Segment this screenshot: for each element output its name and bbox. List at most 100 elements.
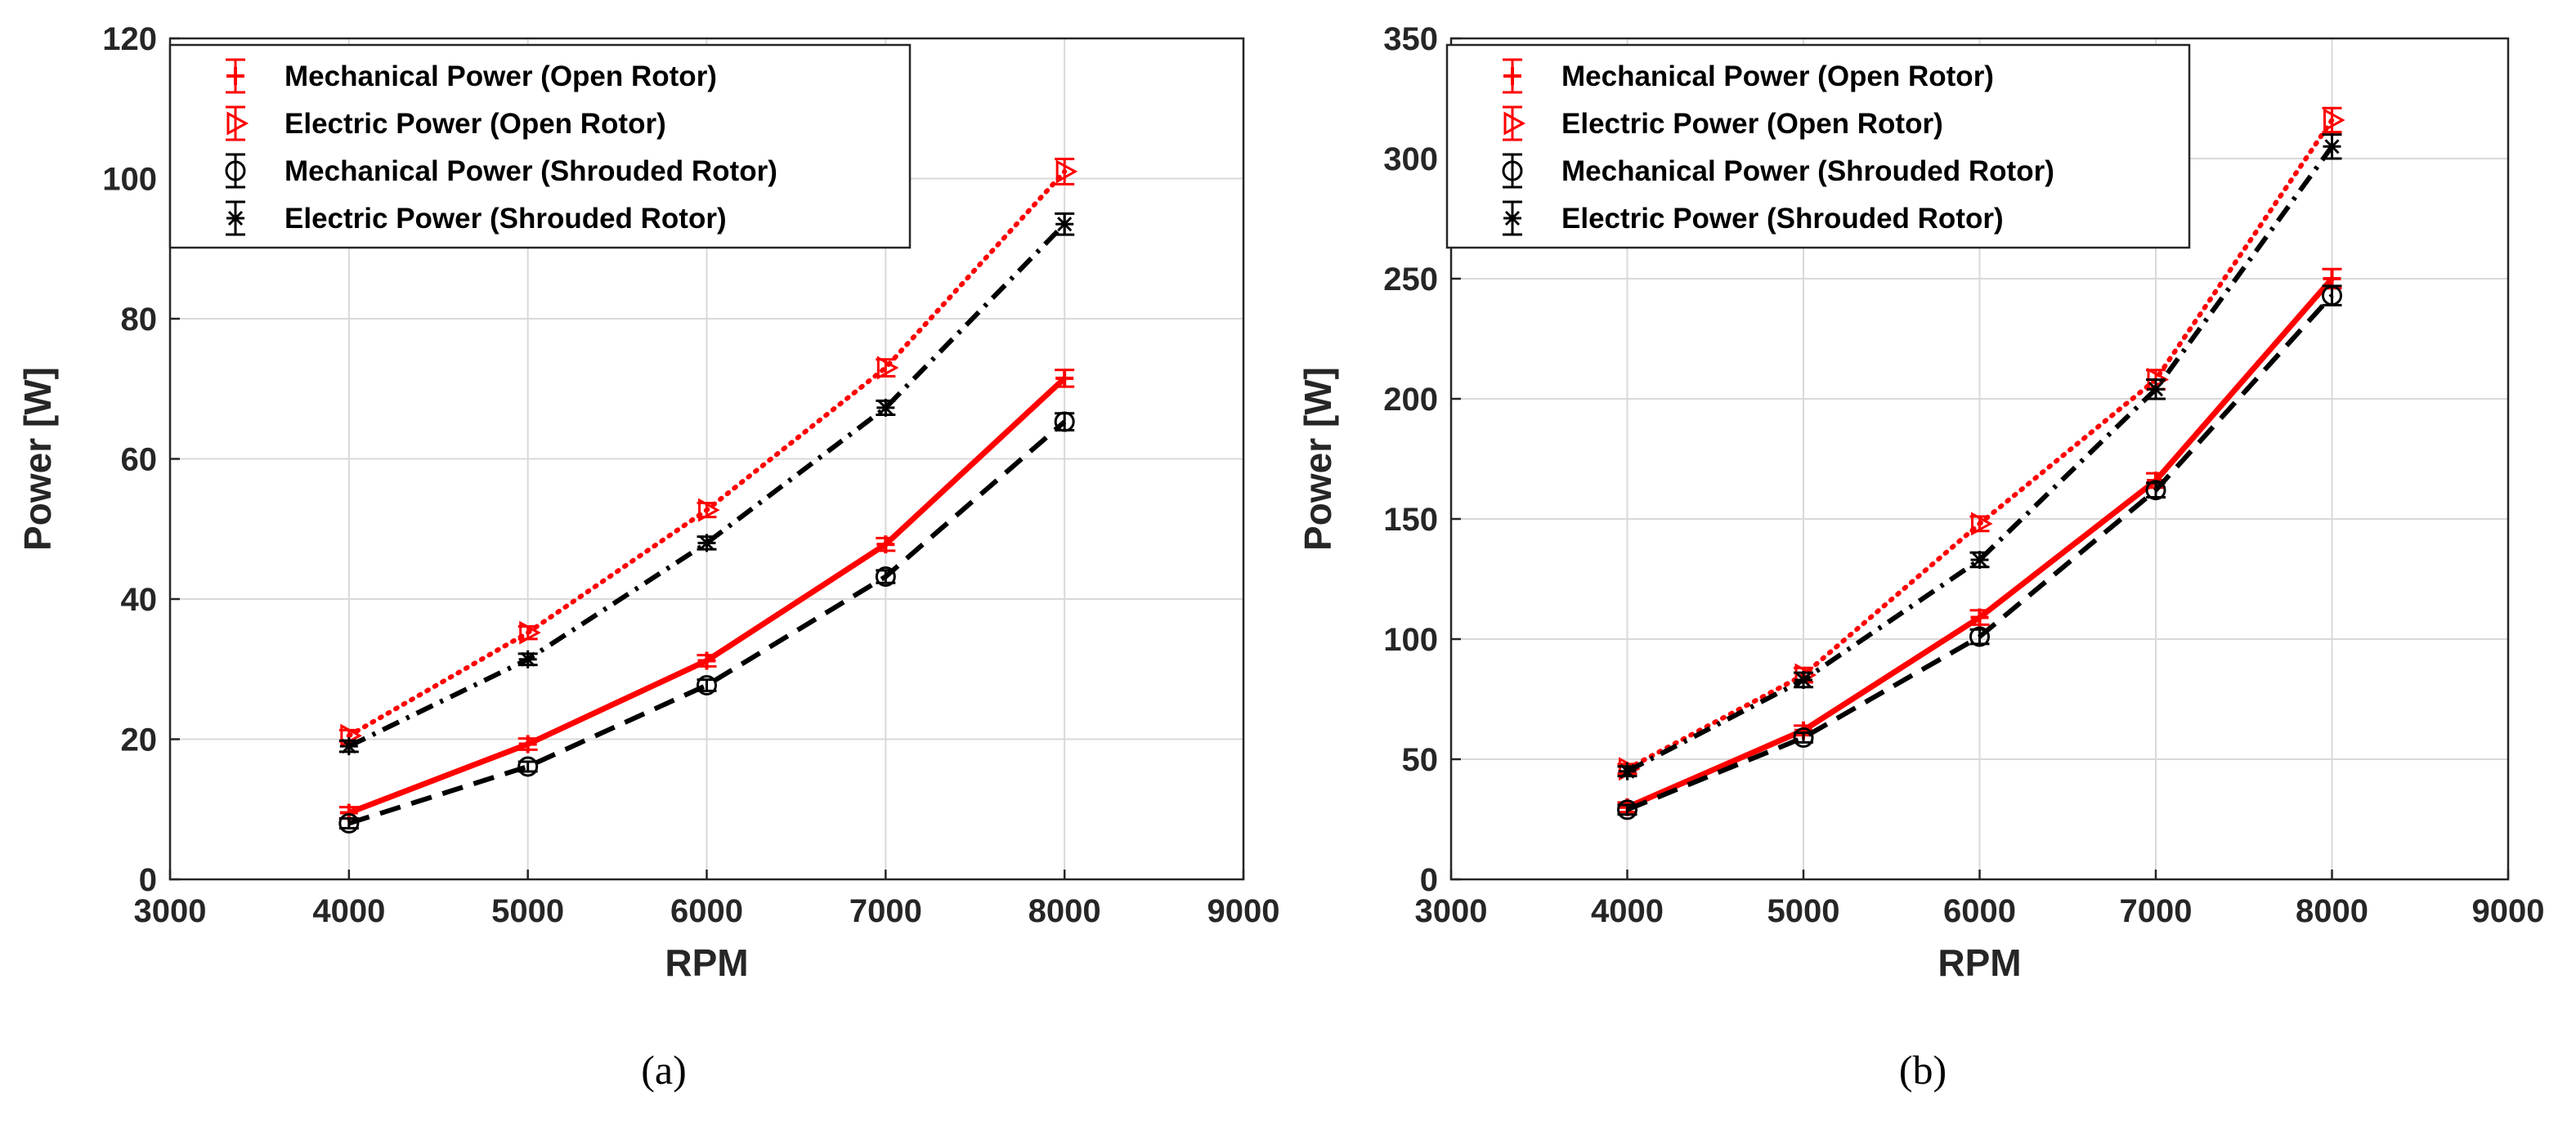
y-tick-label: 300 <box>1383 141 1438 177</box>
marker-triangle-right-2 <box>698 498 720 522</box>
y-tick-label: 0 <box>1420 862 1438 898</box>
y-axis-label: Power [W] <box>16 367 59 551</box>
marker-plus-2 <box>1970 608 1989 627</box>
series-3 <box>1617 133 2342 780</box>
legend-label: Mechanical Power (Shrouded Rotor) <box>284 155 777 187</box>
x-tick-label: 7000 <box>2120 893 2193 929</box>
marker-triangle-right-2 <box>1971 512 1993 536</box>
y-tick-label: 20 <box>121 722 158 758</box>
y-tick-label: 150 <box>1383 502 1438 538</box>
marker-asterisk-3 <box>876 398 895 417</box>
marker-asterisk-1 <box>518 650 537 669</box>
y-tick-label: 200 <box>1383 382 1438 418</box>
legend-error-bar-icon <box>1503 153 1522 189</box>
marker-asterisk-0 <box>1618 762 1637 780</box>
x-tick-label: 8000 <box>2296 893 2368 929</box>
y-tick-label: 50 <box>1402 742 1439 778</box>
series-2 <box>338 411 1075 834</box>
y-tick-label: 350 <box>1383 21 1438 57</box>
legend: Mechanical Power (Open Rotor) Electric Po… <box>1445 43 2191 249</box>
marker-triangle-right-legend-1 <box>1503 111 1526 136</box>
marker-asterisk-4 <box>2323 137 2341 156</box>
marker-plus-1 <box>518 735 537 754</box>
marker-circle-3 <box>2145 480 2166 501</box>
marker-triangle-right-4 <box>2323 108 2345 132</box>
marker-asterisk-3 <box>2147 380 2165 399</box>
x-tick-label: 7000 <box>849 893 922 929</box>
legend-label: Electric Power (Open Rotor) <box>284 108 666 140</box>
legend-label: Electric Power (Shrouded Rotor) <box>1561 203 2004 235</box>
legend-error-bar-icon <box>1503 105 1522 141</box>
marker-asterisk-legend-3 <box>1503 209 1521 227</box>
series-3 <box>338 212 1075 756</box>
chart-panel-a: 3000 4000 5000 6000 7000 8000 9000 0 20 40 60 80 100… <box>16 21 1279 1093</box>
legend-label: Mechanical Power (Shrouded Rotor) <box>1561 155 2054 187</box>
x-tick-label: 4000 <box>1591 893 1664 929</box>
y-tick-label: 40 <box>121 582 158 618</box>
marker-asterisk-2 <box>1970 550 1989 569</box>
error-bar <box>1055 157 1075 186</box>
x-tick-label: 5000 <box>1767 893 1840 929</box>
legend-label: Mechanical Power (Open Rotor) <box>1561 60 1994 92</box>
marker-asterisk-legend-3 <box>226 209 244 227</box>
y-tick-label: 0 <box>139 862 157 898</box>
marker-circle-3 <box>875 566 896 588</box>
series-line <box>347 222 1067 749</box>
marker-circle-legend-2 <box>225 160 246 181</box>
legend-error-bar-icon <box>226 105 245 141</box>
marker-circle-legend-2 <box>1502 160 1523 181</box>
marker-circle-0 <box>338 812 360 834</box>
legend-error-bar-icon <box>226 153 245 189</box>
legend-box <box>1445 43 2191 249</box>
y-tick-label: 80 <box>121 302 158 338</box>
y-axis-label: Power [W] <box>1297 367 1339 551</box>
marker-triangle-right-3 <box>876 356 899 380</box>
legend: Mechanical Power (Open Rotor) Electric Po… <box>168 43 912 249</box>
y-tick-label: 100 <box>1383 622 1438 658</box>
x-tick-label: 8000 <box>1028 893 1101 929</box>
x-axis-label: RPM <box>665 941 748 984</box>
marker-triangle-right-legend-1 <box>226 111 249 136</box>
legend-box <box>168 43 912 249</box>
panel-caption: (b) <box>1899 1047 1947 1093</box>
panel-caption: (a) <box>641 1047 687 1093</box>
marker-circle-4 <box>2322 285 2342 306</box>
marker-circle-1 <box>1793 727 1814 749</box>
marker-asterisk-2 <box>697 534 716 552</box>
marker-plus-3 <box>876 535 895 554</box>
chart-panel-b: 3000 4000 5000 6000 7000 8000 9000 0 50 100 150 200… <box>1297 21 2544 1093</box>
legend-label: Electric Power (Shrouded Rotor) <box>284 203 727 235</box>
marker-circle-2 <box>1969 626 1990 647</box>
marker-circle-4 <box>1054 411 1075 432</box>
marker-circle-0 <box>1617 799 1637 821</box>
error-bar <box>2322 106 2342 134</box>
marker-plus-legend-0 <box>226 67 244 85</box>
y-tick-label: 60 <box>121 442 158 478</box>
x-axis-label: RPM <box>1938 941 2021 984</box>
legend-label: Electric Power (Open Rotor) <box>1561 108 1943 140</box>
marker-plus-4 <box>1055 369 1074 387</box>
series-2 <box>1617 284 2342 821</box>
x-tick-label: 6000 <box>670 893 743 929</box>
x-tick-label: 3000 <box>1415 893 1488 929</box>
x-tick-label: 3000 <box>134 893 207 929</box>
marker-circle-2 <box>697 674 717 695</box>
x-tick-label: 5000 <box>491 893 564 929</box>
marker-circle-1 <box>517 756 539 777</box>
y-tick-label: 250 <box>1383 262 1438 297</box>
x-tick-label: 9000 <box>1207 893 1280 929</box>
marker-asterisk-1 <box>1794 670 1812 689</box>
marker-asterisk-4 <box>1055 215 1074 234</box>
series-line <box>1626 145 2334 774</box>
legend-label: Mechanical Power (Open Rotor) <box>284 60 717 92</box>
marker-triangle-right-1 <box>519 620 541 645</box>
y-tick-label: 100 <box>102 162 157 198</box>
y-tick-label: 120 <box>102 21 157 57</box>
marker-asterisk-0 <box>339 737 358 756</box>
x-tick-label: 6000 <box>1943 893 2016 929</box>
series-line <box>347 419 1067 826</box>
marker-plus-2 <box>697 651 716 670</box>
x-tick-label: 9000 <box>2472 893 2545 929</box>
marker-triangle-right-4 <box>1055 159 1078 184</box>
